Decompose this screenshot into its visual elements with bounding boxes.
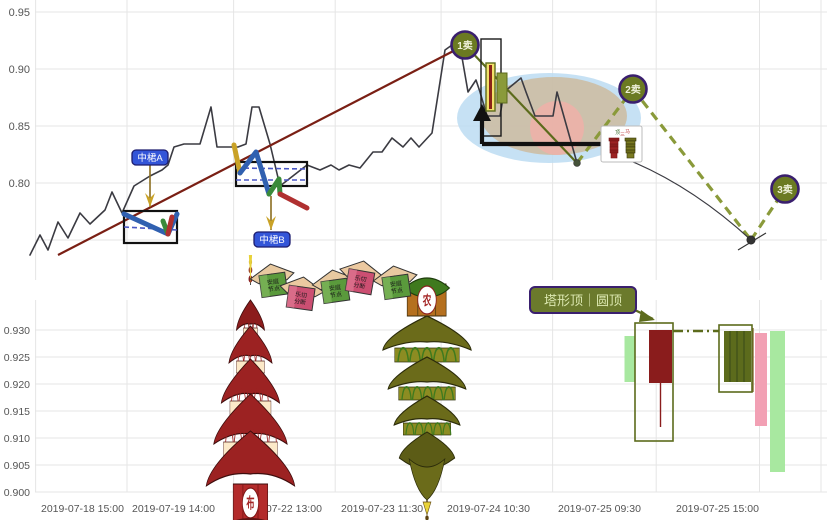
svg-text:0.95: 0.95 xyxy=(9,7,30,19)
svg-text:中桾A: 中桾A xyxy=(137,152,163,164)
svg-text:0.930: 0.930 xyxy=(4,325,30,337)
svg-text:2019-07-18 15:00: 2019-07-18 15:00 xyxy=(41,503,124,515)
svg-text:1卖: 1卖 xyxy=(457,39,473,52)
svg-text:0.80: 0.80 xyxy=(9,178,30,190)
svg-text:2019-07-23 11:30: 2019-07-23 11:30 xyxy=(341,503,423,515)
svg-text:2019-07-19 14:00: 2019-07-19 14:00 xyxy=(132,503,215,515)
svg-text:2019-07-25 15:00: 2019-07-25 15:00 xyxy=(676,503,759,515)
svg-text:马: 马 xyxy=(625,128,630,135)
svg-text:0.905: 0.905 xyxy=(4,460,30,472)
svg-text:2019-07-24 10:30: 2019-07-24 10:30 xyxy=(447,503,530,515)
svg-text:2019-07-25 09:30: 2019-07-25 09:30 xyxy=(558,503,641,515)
svg-text:0.915: 0.915 xyxy=(4,406,30,418)
svg-text:2019-07-22 13:00: 2019-07-22 13:00 xyxy=(239,503,322,515)
svg-text:0.90: 0.90 xyxy=(9,64,30,76)
svg-text:0.910: 0.910 xyxy=(4,433,30,445)
svg-text:中桾B: 中桾B xyxy=(259,234,284,246)
svg-text:0.925: 0.925 xyxy=(4,352,30,364)
svg-text:3卖: 3卖 xyxy=(777,183,793,196)
svg-text:2卖: 2卖 xyxy=(625,83,641,96)
svg-text:0.85: 0.85 xyxy=(9,121,30,133)
svg-text:0.920: 0.920 xyxy=(4,379,30,391)
svg-text:0.900: 0.900 xyxy=(4,487,30,499)
